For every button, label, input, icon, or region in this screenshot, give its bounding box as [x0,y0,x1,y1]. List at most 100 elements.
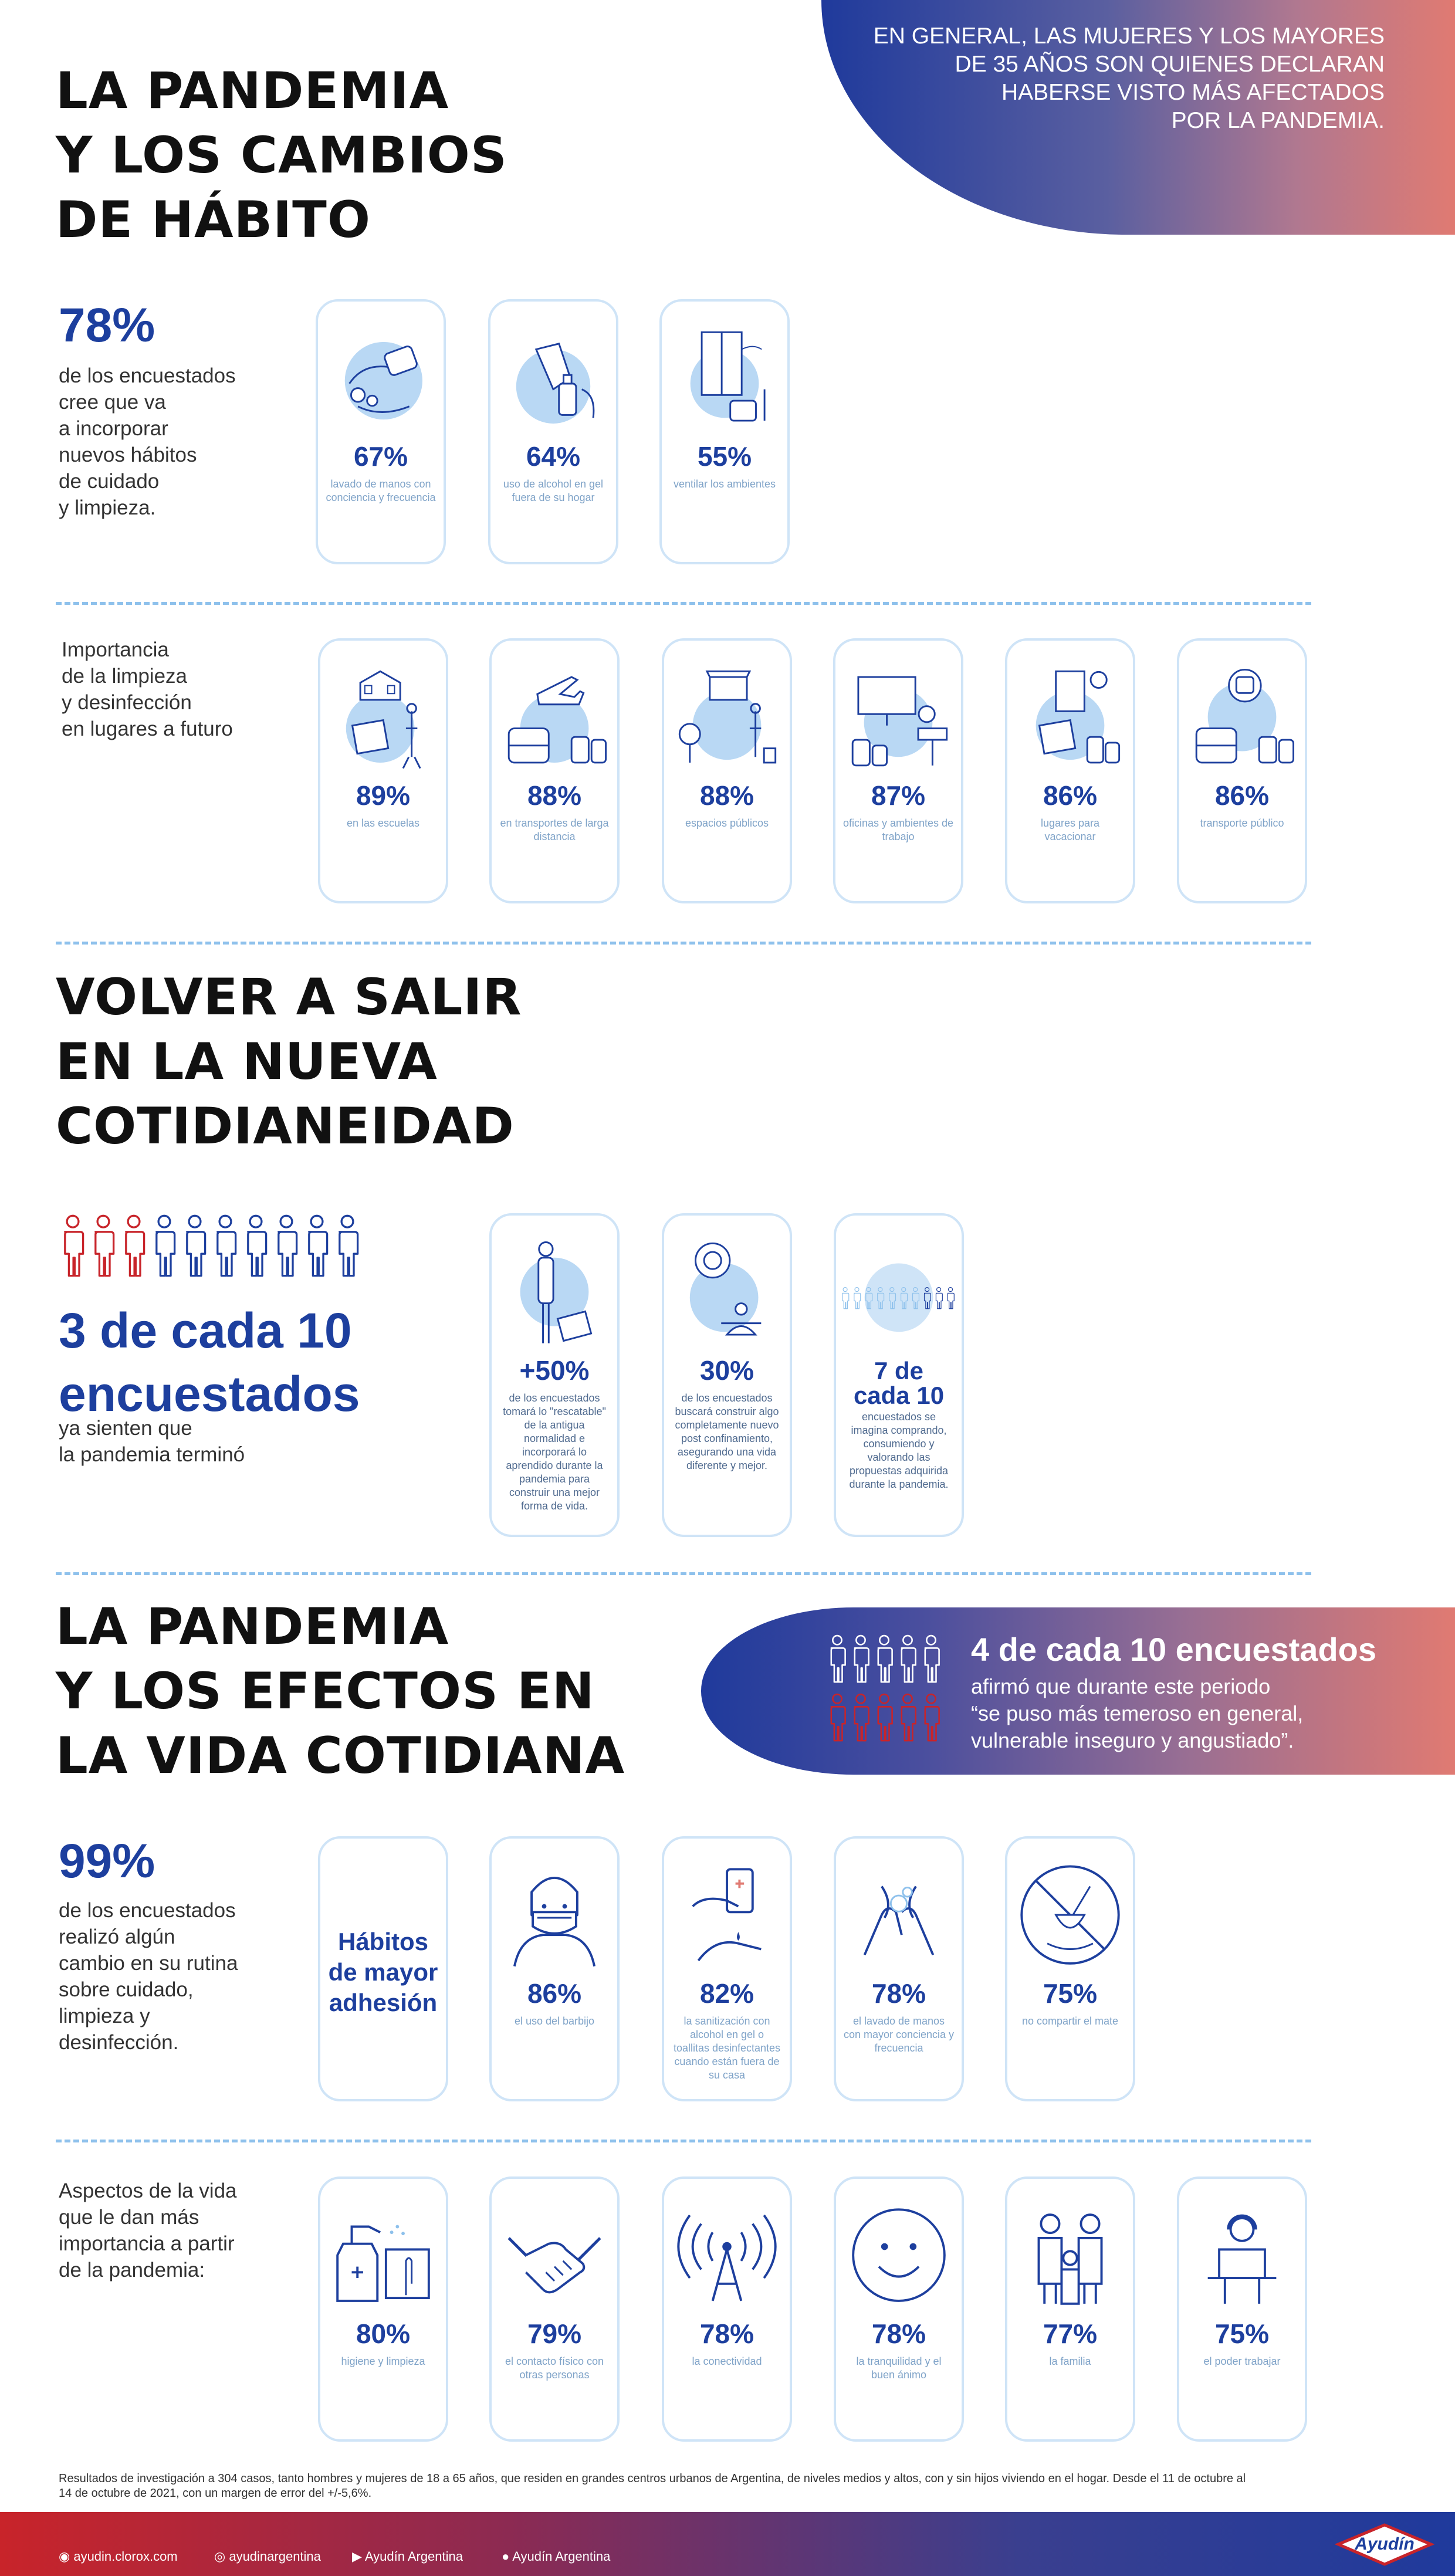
person-icon-highlight [64,1214,84,1277]
sanitizer-icon [692,1868,762,1962]
person-icon [186,1214,207,1277]
card-label: en las escuelas [346,817,420,829]
text-line: Hábitos [337,1928,428,1955]
aspect-card: 80% higiene y limpieza [318,2176,448,2442]
top-banner: EN GENERAL, LAS MUJERES Y LOS MAYORES DE… [821,0,1455,235]
card-label: el lavado de manos con mayor conciencia … [843,2015,955,2054]
banner-person-icon-highlight [924,1693,940,1742]
card-percentage: 89% [356,780,411,811]
top-banner-text: EN GENERAL, LAS MUJERES Y LOS MAYORES DE… [857,22,1385,135]
card-percentage: +50% [519,1355,590,1386]
text-line: afirmó que durante este periodo [971,1674,1271,1698]
work-desk-icon [1207,2214,1277,2304]
small-person-icon [935,1287,943,1309]
airplane-bus-icon [507,676,607,764]
habits-title-card: Hábitos de mayor adhesión [318,1836,448,2101]
person-icon [308,1214,329,1277]
outlook-card: +50% de los encuestados tomará lo "resca… [489,1213,620,1537]
section-divider [56,1572,1311,1575]
text-line: de la limpieza [62,665,187,688]
card-percentage: 55% [697,441,752,472]
banner-headline: 4 de cada 10 encuestados [971,1631,1377,1668]
text-line: Aspectos de la vida [59,2179,237,2202]
footnote: Resultados de investigación a 304 casos,… [59,2472,1246,2500]
text-line: sobre cuidado, [59,1978,194,2001]
banner-person-icon [901,1634,916,1683]
section2-stat-text: ya sienten que la pandemia terminó [59,1415,245,1468]
text-line: de mayor [328,1958,438,1986]
title-line: COTIDIANEIDAD [56,1097,515,1156]
text-line: realizó algún [59,1925,175,1948]
people-icons [64,1214,359,1277]
card-label: el contacto físico con otras personas [505,2355,604,2381]
title-line: Y LOS CAMBIOS [56,126,507,185]
card-percentage: 79% [527,2318,582,2349]
title-line: Y LOS EFECTOS EN [56,1662,595,1721]
habit-card: 67% lavado de manos con conciencia y fre… [316,299,446,564]
aspect-card: 78% la conectividad [662,2176,792,2442]
logo-text: Ayudín [1354,2534,1415,2554]
card-label: el uso del barbijo [514,2015,595,2027]
footer-youtube-link[interactable]: ▶ Ayudín Argentina [352,2549,463,2564]
small-person-icon [947,1287,955,1309]
text-line: ya sienten que [59,1417,192,1440]
card-label: oficinas y ambientes de trabajo [842,817,954,842]
habit-card: 55% ventilar los ambientes [659,299,790,564]
card-label: el poder trabajar [1203,2355,1281,2367]
card-percentage: 86% [1043,780,1098,811]
card-percentage: 88% [527,780,582,811]
banner-person-icon [877,1634,893,1683]
banner-text: afirmó que durante este periodo “se puso… [971,1673,1303,1754]
card-percentage: 80% [356,2318,411,2349]
footer-facebook-link[interactable]: ● Ayudín Argentina [502,2549,610,2564]
card-percentage: 78% [699,2318,754,2349]
pct-line: cada 10 [853,1382,945,1409]
person-icon [247,1214,268,1277]
section2-stat: 3 de cada 10 encuestados [59,1299,360,1426]
title-line: VOLVER A SALIR [56,968,522,1027]
window-ventilation-icon [690,331,766,422]
card-percentage: 77% [1043,2318,1098,2349]
card-label: no compartir el mate [1021,2015,1119,2027]
card-label: de los encuestados buscará construir alg… [675,1392,779,1471]
text-line: de los encuestados [59,364,236,387]
text-line: de los encuestados [59,1899,236,1922]
footer-instagram-link[interactable]: ◎ ayudinargentina [214,2549,321,2564]
banner-person-icon-highlight [830,1693,846,1742]
meditation-icon [689,1242,762,1336]
footer-web-link[interactable]: ◉ ayudin.clorox.com [59,2549,178,2564]
banner-person-icon-highlight [877,1693,893,1742]
aspect-card: 75% el poder trabajar [1177,2176,1307,2442]
person-icon [216,1214,237,1277]
text-line: de cuidado [59,470,160,493]
school-cleaning-icon [346,670,421,769]
card-label: lavado de manos con conciencia y frecuen… [326,478,436,503]
public-space-icon [678,670,777,764]
handshake-icon [507,2237,601,2294]
small-person-icon [842,1287,850,1309]
card-label: de los encuestados tomará lo "rescatable… [503,1392,606,1512]
cleaning-spray-icon [336,2225,430,2302]
top-banner-line: HABERSE VISTO MÁS AFECTADOS [1001,80,1385,105]
stat-line: encuestados [59,1366,360,1421]
card-label: la familia [1049,2355,1091,2367]
small-person-icon [854,1287,861,1309]
future-card: 89% en las escuelas [318,638,448,903]
antenna-icon [677,2214,777,2301]
facebook-icon: ● [502,2549,510,2564]
aspects-text: Aspectos de la vida que le dan más impor… [59,2178,237,2283]
card-label: ventilar los ambientes [673,478,776,490]
text-line: nuevos hábitos [59,444,197,466]
ayudin-logo: Ayudín [1334,2523,1435,2567]
handwashing-icon [344,341,423,420]
footer-instagram-text: ayudinargentina [229,2549,321,2564]
text-line: la pandemia terminó [59,1443,245,1466]
text-line: Importancia [62,638,169,661]
office-icon [851,676,948,767]
outlook-card: 7 de cada 10 encuestados se imagina comp… [834,1213,964,1537]
card-percentage: 75% [1043,1978,1098,2009]
family-icon [1037,2213,1103,2305]
card-percentage: 7 de cada 10 [836,1359,962,1408]
section3-stat: 99% [59,1834,155,1888]
globe-icon: ◉ [59,2549,70,2564]
